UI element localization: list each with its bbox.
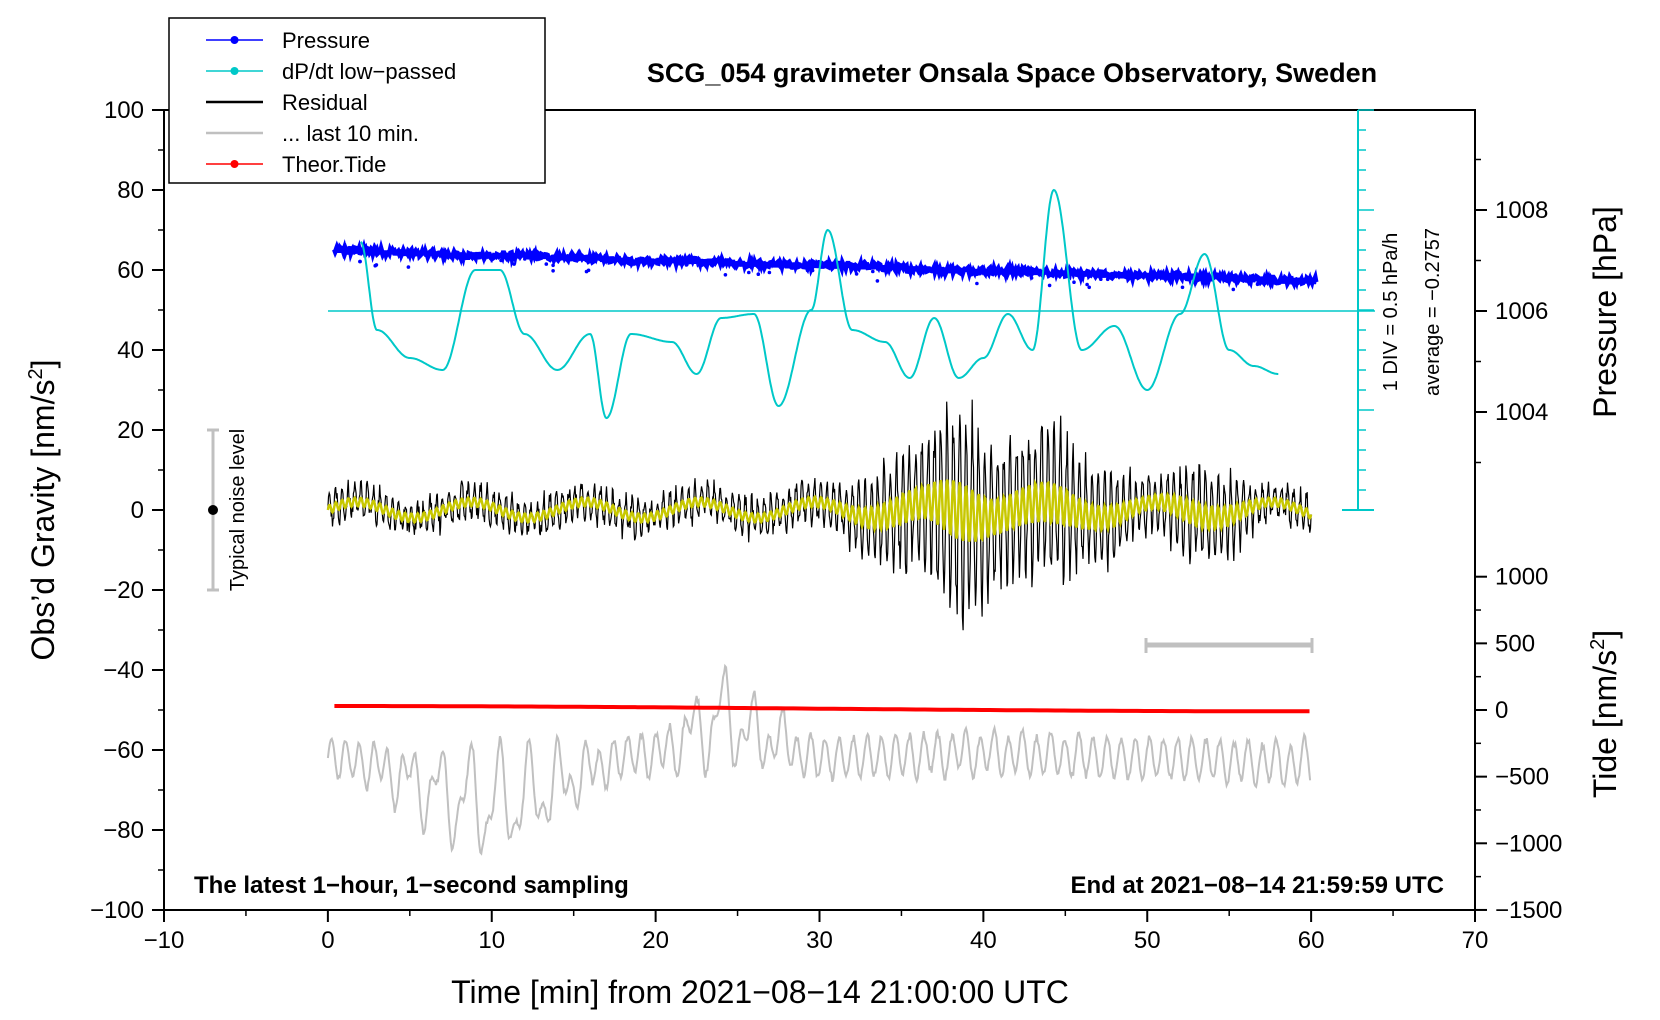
legend-marker: [230, 36, 239, 44]
y-tick-label: −20: [103, 577, 144, 604]
dpdt-scale-label: 1 DIV = 0.5 hPa/h: [1380, 233, 1402, 391]
x-axis-ticks: −10 0 10 20 30 40 50 60 70: [144, 910, 1489, 954]
pressure-point: [684, 263, 689, 267]
tide-tick-label: −1500: [1495, 897, 1562, 924]
y-tick-label: 40: [117, 337, 144, 364]
tide-tick-label: 1000: [1495, 564, 1548, 591]
chart-title: SCG_054 gravimeter Onsala Space Observat…: [647, 58, 1377, 88]
legend-box: [168, 17, 546, 184]
dpdt-series-line: [360, 188, 1279, 420]
pressure-point: [893, 268, 897, 273]
legend-marker: [230, 160, 239, 168]
pressure-axis-title: Pressure [hPa]: [1587, 206, 1623, 418]
x-tick-label: −10: [144, 927, 185, 954]
y-axis-title: Obs’d Gravity [nm/s2]: [25, 360, 61, 661]
end-time-annotation: End at 2021−08−14 21:59:59 UTC: [1070, 872, 1444, 899]
pressure-point: [1047, 283, 1052, 288]
pressure-point: [1087, 285, 1091, 290]
tide-tick-label: −500: [1495, 764, 1549, 791]
x-tick-label: 10: [478, 927, 505, 954]
pressure-point: [1098, 276, 1102, 280]
y-tick-label: −80: [103, 817, 144, 844]
dpdt-average-label: average = −0.2757: [1422, 228, 1444, 396]
noise-level-bar: [207, 428, 219, 592]
x-tick-label: 60: [1298, 927, 1325, 954]
residual-smoothed-line: [326, 478, 1313, 543]
y-tick-label: −40: [103, 657, 144, 684]
y-tick-label: 60: [117, 257, 144, 284]
pressure-tick-label: 1006: [1495, 298, 1548, 325]
tide-tick-label: 0: [1495, 697, 1508, 724]
y-tick-label: 20: [117, 417, 144, 444]
legend-marker: [230, 67, 239, 75]
pressure-point: [551, 269, 555, 273]
pressure-point: [1180, 285, 1185, 290]
pressure-point: [871, 269, 875, 274]
legend-label: dP/dt low−passed: [282, 59, 456, 84]
pressure-point: [723, 273, 728, 277]
legend-label: Residual: [282, 90, 368, 115]
pressure-point: [1231, 287, 1236, 292]
pressure-point: [499, 258, 503, 263]
pressure-axis-ticks: 1008 1006 1004: [1475, 158, 1548, 464]
pressure-point: [747, 270, 751, 275]
pressure-point: [373, 263, 378, 268]
pressure-point: [767, 270, 772, 275]
tide-axis-ticks: 1000 500 0 −500 −1000 −1500: [1475, 564, 1562, 924]
y-tick-label: −60: [103, 737, 144, 764]
pressure-point: [975, 281, 979, 286]
x-tick-label: 40: [970, 927, 997, 954]
legend-label: ... last 10 min.: [282, 121, 419, 146]
legend-label: Pressure: [282, 28, 370, 53]
last-10-min-series-line: [326, 663, 1312, 856]
noise-level-point: [208, 505, 218, 515]
y-tick-label: 100: [104, 97, 144, 124]
pressure-point: [364, 252, 369, 256]
legend-label: Theor.Tide: [282, 152, 386, 177]
dpdt-scale-bar: [328, 109, 1375, 511]
pressure-point: [756, 272, 761, 277]
pressure-point: [358, 259, 362, 264]
y-tick-label: 80: [117, 177, 144, 204]
sampling-annotation: The latest 1−hour, 1−second sampling: [194, 872, 629, 899]
pressure-point: [805, 268, 810, 273]
pressure-point: [854, 272, 859, 276]
tide-tick-label: 500: [1495, 630, 1535, 657]
legend: Pressure dP/dt low−passed Residual ... last…: [206, 28, 456, 177]
pressure-series-line: [332, 238, 1319, 291]
noise-level-label: Typical noise level: [227, 429, 249, 591]
x-axis-title: Time [min] from 2021−08−14 21:00:00 UTC: [451, 974, 1069, 1010]
ten-minute-scale-bar: [1144, 638, 1314, 653]
pressure-point: [512, 262, 516, 266]
pressure-point: [1085, 282, 1089, 287]
pressure-point: [1105, 277, 1110, 282]
pressure-outlier-points: [358, 252, 1260, 292]
x-tick-label: 70: [1462, 927, 1489, 954]
pressure-tick-label: 1008: [1495, 197, 1548, 224]
pressure-point: [875, 279, 880, 283]
x-tick-label: 30: [806, 927, 833, 954]
y-tick-label: 0: [131, 497, 144, 524]
y-tick-label: −100: [90, 897, 144, 924]
theoretical-tide-line: [334, 704, 1310, 714]
x-tick-label: 20: [642, 927, 669, 954]
x-tick-label: 50: [1134, 927, 1161, 954]
x-tick-label: 0: [321, 927, 334, 954]
tide-tick-label: −1000: [1495, 830, 1562, 857]
pressure-tick-label: 1004: [1495, 399, 1548, 426]
pressure-point: [398, 253, 403, 258]
pressure-point: [406, 265, 411, 269]
pressure-point: [584, 269, 589, 274]
pressure-point: [523, 257, 527, 261]
pressure-point: [1072, 280, 1076, 285]
pressure-point: [544, 262, 549, 266]
pressure-point: [1256, 280, 1260, 285]
y-axis-ticks: 100 80 60 40 20 0 −20 −40 −60 −80 −100: [90, 97, 164, 924]
pressure-point: [810, 268, 815, 273]
pressure-point: [1029, 276, 1034, 280]
tide-axis-title: Tide [nm/s2]: [1587, 630, 1623, 798]
pressure-point: [551, 263, 555, 268]
